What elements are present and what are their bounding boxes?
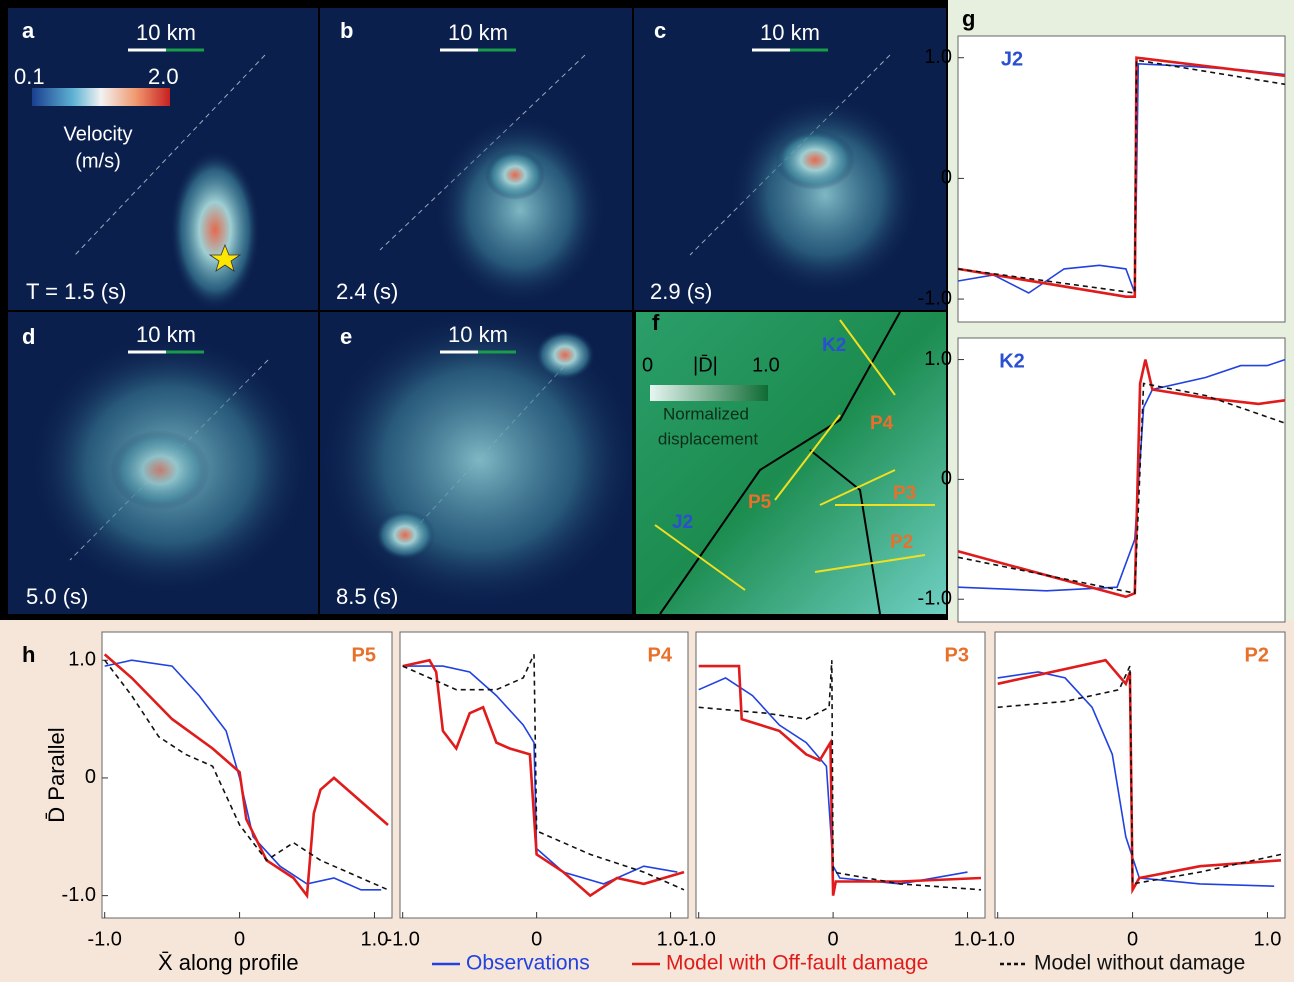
panel-letter: f	[652, 310, 660, 335]
series-line	[957, 56, 1286, 298]
panel-letter: e	[340, 324, 352, 349]
time-label: 8.5 (s)	[336, 584, 398, 609]
panel-letter: b	[340, 18, 353, 43]
panel-letter: h	[22, 642, 35, 667]
x-tick-label: -1.0	[681, 928, 715, 950]
legend-label: Model without damage	[1034, 952, 1245, 975]
series-line	[103, 653, 389, 900]
series-line	[957, 358, 1286, 592]
x-tick-label: 1.0	[657, 928, 685, 950]
time-label: T = 1.5 (s)	[26, 279, 126, 304]
profile-label: P5	[748, 492, 772, 513]
chart-title: P3	[945, 644, 969, 666]
x-tick-label: 0	[828, 928, 839, 950]
scale-label: 10 km	[136, 322, 196, 347]
f-label: displacement	[658, 429, 758, 448]
x-tick-label: 1.0	[1254, 928, 1282, 950]
y-tick-label: 0	[941, 167, 952, 189]
series-line	[957, 59, 1286, 294]
panel-e	[320, 310, 640, 614]
y-tick-label: 1.0	[68, 649, 96, 671]
profile-label: P3	[893, 483, 916, 504]
chart-title: P4	[648, 644, 673, 666]
x-tick-label: 0	[531, 928, 542, 950]
profile-label: J2	[672, 512, 693, 533]
f-min: 0	[642, 354, 653, 376]
y-tick-label: 0	[85, 766, 96, 788]
y-tick-label: -1.0	[918, 287, 952, 309]
f-label: Normalized	[663, 404, 749, 423]
scale-label: 10 km	[448, 322, 508, 347]
f-symbol: |D̄|	[693, 353, 718, 376]
chart-title: K2	[999, 350, 1025, 372]
f-max: 1.0	[752, 354, 780, 376]
series-line	[402, 658, 685, 898]
y-tick-label: -1.0	[918, 588, 952, 610]
series-line	[957, 359, 1286, 599]
plot-area	[957, 35, 1286, 323]
y-axis-label: D̄ Parallel	[44, 727, 69, 822]
profile-label: P4	[870, 413, 894, 434]
panel-letter: a	[22, 18, 35, 43]
series-line	[698, 660, 982, 891]
chart-title: P5	[352, 644, 376, 666]
profile-label: P2	[890, 532, 913, 553]
panel-d	[8, 312, 318, 614]
plot-area	[399, 631, 689, 919]
panel-b	[320, 8, 632, 310]
colorbar-label: Velocity	[64, 123, 133, 145]
time-label: 5.0 (s)	[26, 584, 88, 609]
x-tick-label: 0	[1127, 928, 1138, 950]
x-tick-label: -1.0	[87, 928, 121, 950]
panel-f	[636, 311, 946, 615]
x-axis-label: X̄ along profile	[158, 950, 299, 975]
chart-title: P2	[1245, 644, 1269, 666]
legend-label: Model with Off-fault damage	[666, 952, 928, 975]
x-tick-label: -1.0	[385, 928, 419, 950]
colorbar-label: (m/s)	[75, 150, 121, 172]
profile-label: K2	[822, 335, 846, 356]
series-line	[957, 382, 1286, 595]
plot-area	[994, 631, 1286, 919]
series-line	[698, 664, 982, 896]
scale-label: 10 km	[760, 20, 820, 45]
panel-letter: d	[22, 324, 35, 349]
legend-label: Observations	[466, 952, 590, 975]
colorbar-max: 2.0	[148, 64, 179, 89]
y-tick-label: 0	[941, 468, 952, 490]
plot-area	[101, 631, 393, 919]
series-line	[104, 659, 382, 891]
panel-a	[8, 8, 318, 310]
y-tick-label: 1.0	[924, 46, 952, 68]
y-tick-label: -1.0	[62, 884, 96, 906]
x-tick-label: 1.0	[361, 928, 389, 950]
scale-bars	[128, 48, 828, 354]
panel-letter: c	[654, 18, 666, 43]
scale-label: 10 km	[136, 20, 196, 45]
y-tick-label: 1.0	[924, 348, 952, 370]
panel-letter: g	[962, 6, 975, 31]
chart-title: J2	[1001, 48, 1023, 70]
x-tick-label: 1.0	[954, 928, 982, 950]
scale-label: 10 km	[448, 20, 508, 45]
colorbar-min: 0.1	[14, 64, 45, 89]
time-label: 2.9 (s)	[650, 279, 712, 304]
x-tick-label: 0	[234, 928, 245, 950]
panel-c	[634, 8, 946, 310]
time-label: 2.4 (s)	[336, 279, 398, 304]
plot-area	[957, 337, 1286, 623]
series-line	[402, 654, 685, 891]
series-line	[997, 665, 1282, 885]
plot-area	[695, 631, 986, 919]
x-tick-label: -1.0	[980, 928, 1014, 950]
